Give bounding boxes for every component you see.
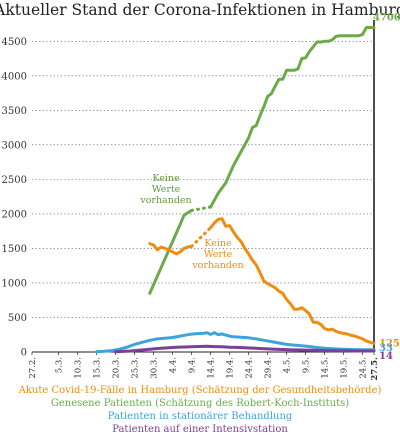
x-tick-label: 14.4. [207, 357, 217, 379]
annotation-line: Werte [204, 249, 233, 260]
grid [32, 20, 375, 353]
annotation-line: Keine [152, 173, 180, 184]
legend-entry: Akute Covid-19-Fälle in Hamburg (Schätzu… [18, 385, 382, 396]
series-line [148, 242, 194, 256]
x-tick-label: 14.5. [321, 357, 331, 379]
series-line [209, 217, 376, 345]
gap-connector [190, 205, 213, 212]
x-tick-label: 9.4. [188, 357, 198, 373]
x-tick-label: 27.2. [28, 357, 38, 379]
legend-entry: Patienten in stationärer Behandlung [108, 411, 293, 422]
x-tick-label: 24.5. [359, 357, 369, 379]
x-tick-label: 27.5. [370, 357, 380, 381]
series-line [209, 26, 376, 209]
annotation: Keine Werte vorhanden [139, 173, 191, 206]
series-line [95, 331, 376, 354]
x-tick-label: 4.5. [283, 357, 293, 373]
y-tick-label: 3500 [2, 106, 27, 117]
y-axis: 0 500 1000 1500 2000 2500 3000 3500 4000 4500 [2, 37, 27, 359]
annotation-line: vorhanden [139, 195, 191, 206]
x-tick-label: 24.4. [245, 357, 255, 379]
y-tick-label: 2000 [2, 209, 27, 220]
y-tick-label: 3000 [2, 140, 27, 151]
gap-connector [190, 226, 213, 248]
annotation: Keine Werte vorhanden [191, 238, 243, 271]
annotation-line: Werte [152, 184, 181, 195]
end-label: 125 [379, 338, 400, 349]
legend-entry: Patienten auf einer Intensivstation [112, 424, 288, 435]
x-tick-label: 20.3. [112, 357, 122, 379]
annotation-line: Keine [204, 238, 232, 249]
x-tick-label: 25.3. [131, 357, 141, 379]
end-label: 4700 [373, 12, 400, 23]
y-tick-label: 1000 [2, 278, 27, 289]
y-tick-label: 4000 [2, 71, 27, 82]
y-tick-label: 4500 [2, 37, 27, 48]
x-tick-label: 30.3. [150, 357, 160, 379]
y-tick-label: 500 [8, 313, 27, 324]
y-tick-label: 1500 [2, 244, 27, 255]
series-line [114, 344, 376, 354]
x-axis: 27.2. 5.3. 10.3. 15.3. 20.3. 25.3. 30.3. 4.4. 9.… [28, 352, 380, 381]
x-tick-label: 5.3. [55, 357, 65, 373]
series-line [148, 208, 194, 295]
annotation-line: vorhanden [191, 260, 243, 271]
x-tick-label: 19.5. [340, 357, 350, 379]
series-group [95, 26, 376, 354]
x-tick-label: 4.4. [169, 357, 179, 373]
x-tick-label: 19.4. [226, 357, 236, 379]
x-tick-label: 9.5. [302, 357, 312, 373]
legend-entry: Genesene Patienten (Schätzung des Robert… [51, 398, 349, 409]
x-tick-label: 15.3. [93, 357, 103, 379]
chart-title: Aktueller Stand der Corona-Infektionen i… [0, 1, 400, 19]
x-tick-label: 29.4. [264, 357, 274, 379]
y-tick-label: 2500 [2, 175, 27, 186]
legend: Akute Covid-19-Fälle in Hamburg (Schätzu… [18, 385, 382, 435]
y-tick-label: 0 [21, 348, 27, 359]
end-label: 33 [379, 343, 393, 354]
x-tick-label: 10.3. [74, 357, 84, 379]
end-label: 14 [379, 351, 393, 362]
